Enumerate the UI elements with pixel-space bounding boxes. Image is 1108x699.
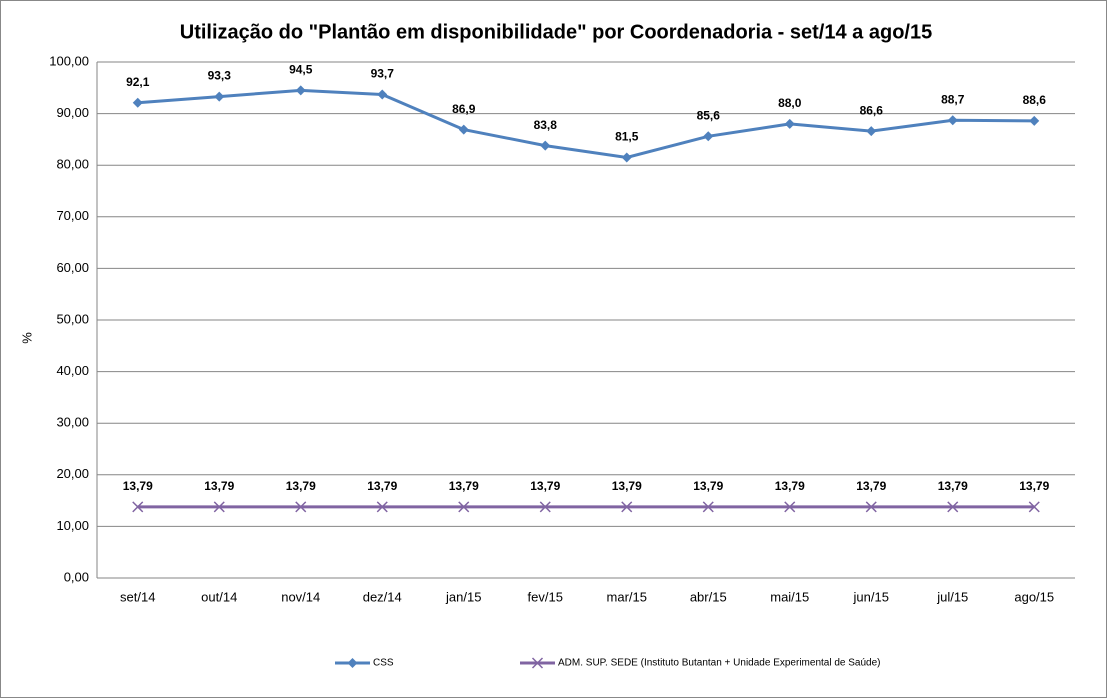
- point: [539, 501, 551, 513]
- point: [1028, 501, 1040, 513]
- data-label: 13,79: [449, 479, 479, 493]
- x-tick-label: ago/15: [1014, 589, 1054, 604]
- x-tick-label: dez/14: [363, 589, 402, 604]
- data-label: 88,6: [1023, 93, 1047, 107]
- point: [865, 501, 877, 513]
- legend-label: ADM. SUP. SEDE (Instituto Butantan + Uni…: [558, 658, 881, 669]
- y-tick-label: 80,00: [56, 157, 89, 172]
- data-label: 13,79: [938, 479, 968, 493]
- point: [784, 501, 796, 513]
- point: [132, 501, 144, 513]
- y-tick-label: 60,00: [56, 260, 89, 275]
- data-label: 13,79: [775, 479, 805, 493]
- point: [458, 501, 470, 513]
- x-tick-label: set/14: [120, 589, 155, 604]
- data-label: 13,79: [693, 479, 723, 493]
- point: [347, 658, 358, 668]
- y-tick-label: 100,00: [49, 53, 89, 68]
- data-label: 13,79: [204, 479, 234, 493]
- y-tick-label: 30,00: [56, 415, 89, 430]
- x-tick-label: jun/15: [853, 589, 889, 604]
- y-axis-label: %: [19, 332, 34, 344]
- data-label: 13,79: [612, 479, 642, 493]
- data-label: 94,5: [289, 63, 313, 77]
- data-label: 13,79: [1019, 479, 1049, 493]
- data-label: 88,7: [941, 92, 965, 106]
- legend-label: CSS: [373, 658, 394, 669]
- data-label: 13,79: [367, 479, 397, 493]
- point: [531, 657, 544, 669]
- data-label: 13,79: [856, 479, 886, 493]
- point: [377, 89, 388, 100]
- point: [947, 115, 958, 126]
- data-label: 85,6: [697, 108, 721, 122]
- x-tick-label: nov/14: [281, 589, 320, 604]
- x-tick-label: mai/15: [770, 589, 809, 604]
- x-tick-label: mar/15: [607, 589, 647, 604]
- point: [295, 85, 306, 96]
- chart-title: Utilização do "Plantão em disponibilidad…: [180, 21, 932, 43]
- data-label: 92,1: [126, 75, 150, 89]
- y-tick-label: 0,00: [64, 569, 89, 584]
- point: [621, 152, 632, 163]
- point: [947, 501, 959, 513]
- x-tick-label: abr/15: [690, 589, 727, 604]
- y-tick-label: 70,00: [56, 208, 89, 223]
- point: [784, 118, 795, 129]
- data-label: 93,3: [208, 69, 232, 83]
- data-label: 93,7: [371, 67, 395, 81]
- y-tick-label: 50,00: [56, 311, 89, 326]
- x-tick-label: fev/15: [528, 589, 563, 604]
- data-label: 86,9: [452, 102, 476, 116]
- y-tick-label: 10,00: [56, 518, 89, 533]
- x-tick-label: jul/15: [936, 589, 968, 604]
- y-tick-label: 90,00: [56, 105, 89, 120]
- point: [376, 501, 388, 513]
- data-label: 81,5: [615, 130, 639, 144]
- point: [621, 501, 633, 513]
- data-label: 86,6: [860, 103, 884, 117]
- point: [458, 124, 469, 135]
- data-label: 13,79: [286, 479, 316, 493]
- series-line: [137, 88, 1035, 159]
- x-tick-label: out/14: [201, 589, 237, 604]
- point: [702, 501, 714, 513]
- point: [866, 126, 877, 137]
- point: [132, 97, 143, 108]
- point: [540, 140, 551, 151]
- point: [1029, 115, 1040, 126]
- point: [703, 131, 714, 142]
- data-label: 13,79: [530, 479, 560, 493]
- data-label: 83,8: [534, 118, 558, 132]
- y-tick-label: 40,00: [56, 363, 89, 378]
- data-label: 13,79: [123, 479, 153, 493]
- point: [295, 501, 307, 513]
- data-label: 88,0: [778, 96, 802, 110]
- point: [213, 501, 225, 513]
- x-tick-label: jan/15: [445, 589, 481, 604]
- y-tick-label: 20,00: [56, 466, 89, 481]
- point: [214, 91, 225, 102]
